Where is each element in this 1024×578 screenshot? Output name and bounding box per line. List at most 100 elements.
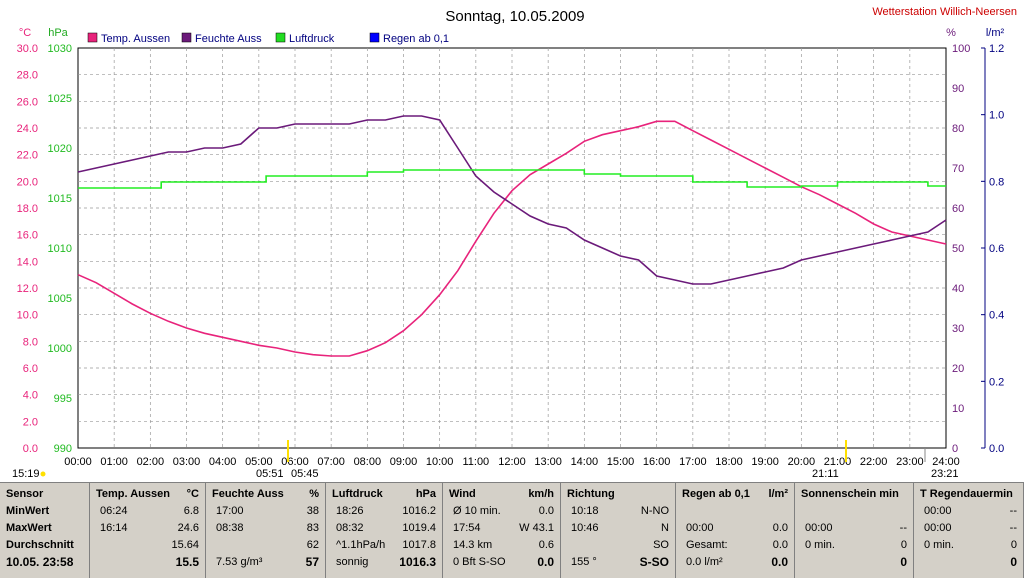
tick-temp: 30.0 bbox=[17, 43, 38, 55]
column-unit: °C bbox=[186, 488, 199, 500]
tick-temp: 0.0 bbox=[23, 443, 38, 455]
tick-x: 23:00 bbox=[896, 456, 924, 468]
legend-swatch bbox=[369, 32, 380, 43]
tick-x: 11:00 bbox=[462, 456, 489, 468]
cell-value: 1016.2 bbox=[402, 505, 436, 517]
tick-pressure: 1015 bbox=[48, 193, 72, 205]
legend-label: Regen ab 0,1 bbox=[383, 33, 449, 45]
tick-humidity: 40 bbox=[952, 283, 964, 295]
cell-label: 00:00 bbox=[924, 505, 952, 517]
cell-value: N-NO bbox=[640, 505, 669, 517]
cell-value: S-SO bbox=[639, 555, 669, 569]
cell-value: -- bbox=[899, 522, 907, 534]
tick-x: 02:00 bbox=[137, 456, 165, 468]
series-line bbox=[77, 115, 947, 285]
tick-rain: 1.2 bbox=[989, 43, 1004, 55]
tick-humidity: 0 bbox=[952, 443, 958, 455]
column-header: T Regendauermin bbox=[920, 488, 1013, 500]
cell-value: 15.5 bbox=[175, 555, 199, 569]
chart-title: Sonntag, 10.05.2009 bbox=[445, 8, 584, 25]
tick-x: 19:00 bbox=[751, 456, 779, 468]
tick-pressure: 1030 bbox=[48, 43, 72, 55]
tick-x: 09:00 bbox=[390, 456, 418, 468]
cell-value: 0 bbox=[1010, 555, 1017, 569]
tick-x: 08:00 bbox=[354, 456, 382, 468]
tick-rain: 0.2 bbox=[989, 376, 1004, 388]
cell-value: 0.6 bbox=[538, 539, 554, 551]
cell-value: 0.0 bbox=[538, 505, 554, 517]
marker-sunset: 21:11 bbox=[812, 468, 839, 480]
cell-label: 00:00 bbox=[805, 522, 833, 534]
table-column: Regen ab 0,1 l/m² 00:00 0.0 Gesamt: 0.0 0.0 l/… bbox=[676, 483, 795, 578]
cell-value: 24.6 bbox=[177, 522, 199, 534]
tick-humidity: 30 bbox=[952, 323, 964, 335]
tick-x: 04:00 bbox=[209, 456, 237, 468]
legend-label: Temp. Aussen bbox=[101, 33, 170, 45]
cell-label: 0 min. bbox=[924, 539, 954, 551]
cell-value: N bbox=[661, 522, 669, 534]
tick-rain: 0.4 bbox=[989, 310, 1004, 322]
tick-humidity: 80 bbox=[952, 123, 964, 135]
column-header: Temp. Aussen bbox=[96, 488, 170, 500]
tick-x: 12:00 bbox=[498, 456, 526, 468]
legend: Temp. Aussen Feuchte Auss Luftdruck Regen a… bbox=[87, 32, 449, 45]
tick-temp: 12.0 bbox=[17, 283, 38, 295]
cell-label: 10:18 bbox=[571, 505, 599, 517]
cell-value: 0 bbox=[900, 539, 907, 551]
cell-value: 83 bbox=[306, 522, 319, 534]
cell-value: 0.0 bbox=[772, 522, 788, 534]
tick-temp: 10.0 bbox=[17, 310, 38, 322]
table-column: Sonnenschein min 00:00 -- 0 min. 0 0 bbox=[795, 483, 914, 578]
table-column: Sensor MinWert MaxWert Durchschnitt 10.05. 2… bbox=[0, 483, 90, 578]
tick-temp: 4.0 bbox=[23, 390, 38, 402]
cell-value: 0.0 bbox=[537, 555, 554, 569]
unit-temp: °C bbox=[19, 27, 31, 39]
tick-humidity: 100 bbox=[952, 43, 970, 55]
sun-icon bbox=[40, 471, 46, 477]
cell-label: 18:26 bbox=[336, 505, 364, 517]
tick-x: 15:00 bbox=[607, 456, 635, 468]
unit-rain: l/m² bbox=[986, 27, 1005, 39]
cell-label: 0 Bft S-SO bbox=[453, 556, 506, 568]
cell-label: Gesamt: bbox=[686, 539, 728, 551]
tick-x: 03:00 bbox=[173, 456, 201, 468]
cell-label: MaxWert bbox=[6, 522, 52, 534]
tick-pressure: 1010 bbox=[48, 243, 72, 255]
cell-label: 7.53 g/m³ bbox=[216, 556, 263, 568]
column-header: Luftdruck bbox=[332, 488, 383, 500]
marker-start: 15:19 bbox=[12, 468, 40, 480]
cell-label: 10.05. 23:58 bbox=[6, 555, 74, 569]
tick-rain: 0.0 bbox=[989, 443, 1004, 455]
cell-label: 00:00 bbox=[924, 522, 952, 534]
table-column: Temp. Aussen °C 06:24 6.8 16:14 24.6 15.64 15.5 bbox=[90, 483, 206, 578]
tick-pressure: 1005 bbox=[48, 293, 72, 305]
cell-label: MinWert bbox=[6, 505, 50, 517]
cell-label: 0.0 l/m² bbox=[686, 556, 723, 568]
cell-value: 0.0 bbox=[772, 539, 788, 551]
tick-x: 14:00 bbox=[571, 456, 599, 468]
column-unit: hPa bbox=[415, 488, 436, 500]
tick-x: 10:00 bbox=[426, 456, 454, 468]
cell-value: 0.0 bbox=[771, 555, 788, 569]
tick-humidity: 50 bbox=[952, 243, 964, 255]
column-unit: km/h bbox=[528, 488, 554, 500]
tick-x: 07:00 bbox=[317, 456, 345, 468]
cell-value: 1017.8 bbox=[402, 539, 436, 551]
tick-humidity: 10 bbox=[952, 403, 964, 415]
column-unit: % bbox=[309, 488, 319, 500]
tick-humidity: 20 bbox=[952, 363, 964, 375]
unit-humidity: % bbox=[946, 27, 956, 39]
table-column: Luftdruck hPa 18:26 1016.2 08:32 1019.4 ^1.1hP… bbox=[326, 483, 443, 578]
tick-temp: 2.0 bbox=[23, 416, 38, 428]
marker-sunrise2: 05:45 bbox=[291, 468, 319, 480]
cell-value: SO bbox=[653, 539, 669, 551]
tick-humidity: 70 bbox=[952, 163, 964, 175]
cell-label: 16:14 bbox=[100, 522, 128, 534]
tick-rain: 0.6 bbox=[989, 243, 1004, 255]
column-unit: l/m² bbox=[768, 488, 788, 500]
unit-pressure: hPa bbox=[48, 27, 68, 39]
tick-x: 16:00 bbox=[643, 456, 671, 468]
tick-pressure: 1020 bbox=[48, 143, 72, 155]
cell-label: 10:46 bbox=[571, 522, 599, 534]
tick-rain: 0.8 bbox=[989, 176, 1004, 188]
